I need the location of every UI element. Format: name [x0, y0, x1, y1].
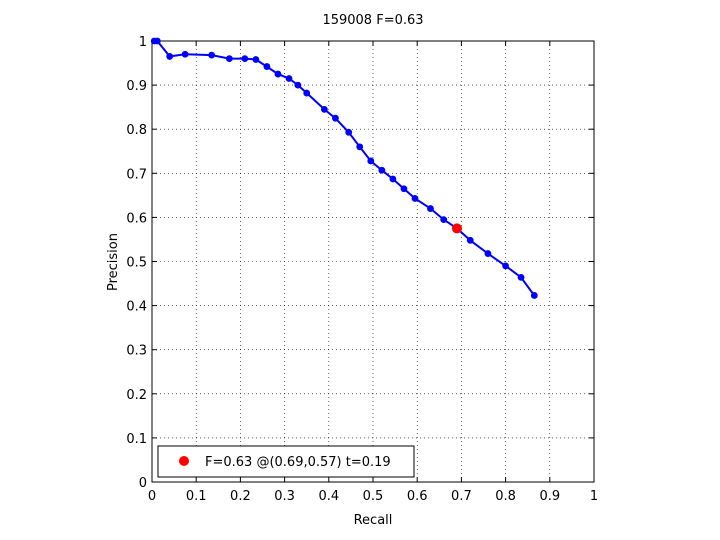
f-measure-point — [451, 223, 462, 234]
data-point — [517, 273, 525, 281]
y-tick-label: 1 — [139, 35, 147, 50]
grid-lines — [152, 41, 594, 482]
x-tick-label: 0.3 — [274, 489, 295, 504]
y-tick-label: 0.9 — [126, 79, 147, 94]
data-point — [332, 114, 339, 122]
legend-label: F=0.63 @(0.69,0.57) t=0.19 — [205, 455, 391, 470]
data-point — [389, 175, 397, 183]
y-tick-label: 0.7 — [126, 167, 147, 182]
data-point — [241, 55, 249, 63]
y-tick-label: 0.4 — [126, 300, 147, 315]
series-line — [154, 40, 536, 297]
y-tick-labels: 0 0.1 0.2 0.3 0.4 0.5 0.6 0.7 0.8 0.9 1 — [126, 35, 147, 491]
data-point — [208, 51, 216, 59]
highlight-layer — [451, 223, 462, 234]
data-point — [303, 89, 311, 97]
x-tick-label: 0 — [148, 489, 156, 504]
y-axis-label: Precision — [106, 233, 121, 291]
y-tick-label: 0 — [139, 476, 147, 491]
data-point — [294, 81, 302, 89]
legend: F=0.63 @(0.69,0.57) t=0.19 — [157, 445, 415, 478]
x-tick-label: 0.9 — [539, 489, 560, 504]
data-point — [530, 292, 538, 299]
legend-box — [157, 445, 415, 478]
x-tick-label: 0.1 — [186, 489, 207, 504]
data-point — [356, 143, 364, 151]
y-tick-label: 0.5 — [126, 256, 147, 271]
data-point — [181, 50, 189, 58]
y-tick-label: 0.1 — [126, 432, 147, 447]
x-tick-labels: 0 0.1 0.2 0.3 0.4 0.5 0.6 0.7 0.8 0.9 1 — [148, 489, 598, 504]
data-point — [411, 195, 419, 202]
data-point — [484, 250, 492, 257]
y-tick-label: 0.6 — [126, 211, 147, 226]
data-point — [502, 262, 509, 270]
data-point — [466, 236, 474, 244]
x-tick-label: 0.7 — [451, 489, 472, 504]
chart-title: 159008 F=0.63 — [322, 13, 423, 28]
data-point — [252, 56, 260, 63]
data-point — [285, 75, 293, 82]
data-point — [378, 166, 386, 174]
y-tick-label: 0.2 — [126, 388, 147, 403]
x-tick-label: 0.2 — [230, 489, 251, 504]
data-point — [320, 105, 328, 113]
y-tick-label: 0.3 — [126, 344, 147, 359]
data-point — [166, 53, 174, 60]
x-tick-label: 0.8 — [495, 489, 516, 504]
data-point — [427, 205, 434, 212]
data-point — [400, 185, 408, 193]
y-tick-label: 0.8 — [126, 123, 147, 138]
x-tick-label: 0.5 — [363, 489, 384, 504]
data-point — [274, 70, 282, 78]
legend-marker — [179, 456, 189, 466]
x-axis-label: Recall — [354, 513, 393, 528]
data-point — [345, 128, 353, 136]
data-point — [153, 37, 161, 45]
data-point — [367, 157, 375, 165]
data-point — [225, 55, 233, 63]
x-tick-label: 0.4 — [318, 489, 339, 504]
data-point — [440, 216, 448, 224]
data-point — [263, 63, 271, 70]
series-layer — [150, 37, 538, 299]
x-tick-label: 1 — [590, 489, 598, 504]
axis-ticks — [151, 40, 595, 483]
x-tick-label: 0.6 — [407, 489, 428, 504]
